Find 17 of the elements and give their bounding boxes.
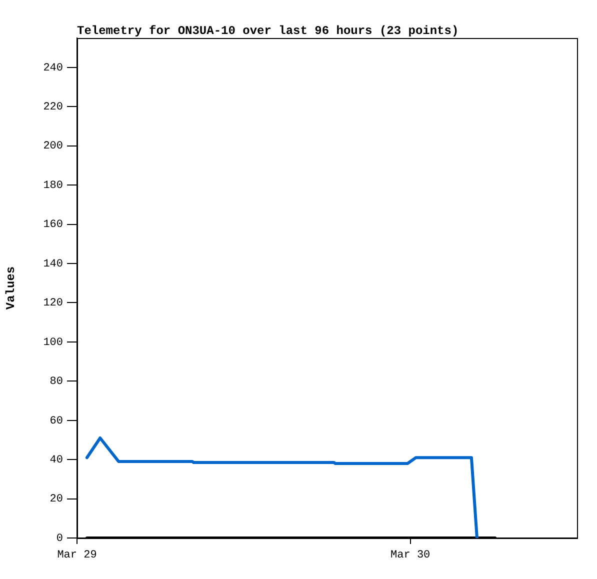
y-tick-label: 120 (43, 298, 63, 310)
x-tick-label: Mar 30 (390, 550, 430, 562)
y-tick-label: 180 (43, 180, 63, 192)
y-tick-label: 220 (43, 102, 63, 114)
chart-title: Telemetry for ON3UA-10 over last 96 hours (23 points) (77, 24, 459, 38)
y-tick-label: 40 (50, 454, 63, 466)
y-tick-label: 140 (43, 258, 63, 270)
y-tick-label: 160 (43, 219, 63, 232)
y-axis-title: Values (4, 266, 18, 310)
y-tick-label: 80 (50, 376, 63, 388)
y-tick-label: 100 (43, 336, 63, 349)
y-tick-label: 20 (50, 494, 63, 506)
y-tick-label: 200 (43, 140, 63, 153)
y-tick-label: 0 (56, 532, 63, 545)
y-tick-label: 240 (43, 62, 63, 74)
x-tick-label: Mar 29 (57, 550, 97, 562)
y-tick-label: 60 (50, 415, 63, 428)
